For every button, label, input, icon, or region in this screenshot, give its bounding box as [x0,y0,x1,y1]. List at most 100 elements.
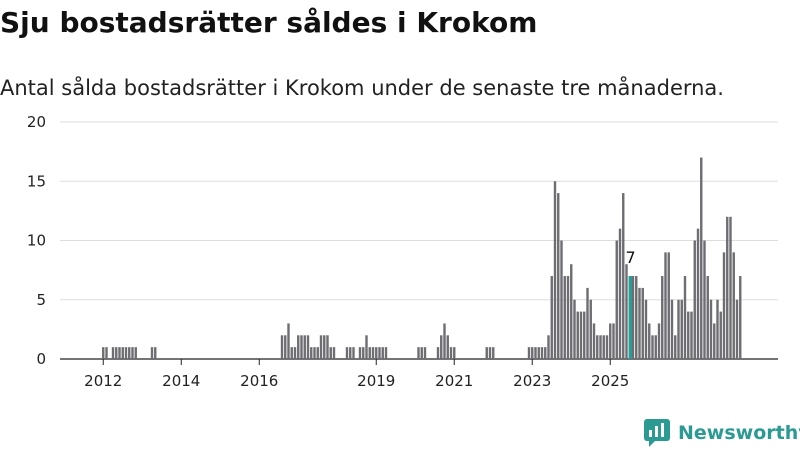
bar [332,347,336,359]
bar [651,335,654,359]
bar [700,157,703,359]
y-tick-label: 5 [36,291,46,309]
bar [557,193,560,359]
bar [693,240,696,359]
bar [641,287,644,359]
bar [310,347,313,359]
bar [592,323,596,359]
x-tick-label: 2012 [84,372,122,390]
y-tick-label: 15 [27,172,46,190]
bar [570,264,573,359]
bar [644,299,648,359]
bar [378,347,381,359]
newsworthy-logo-icon [644,419,670,447]
bar [349,347,352,359]
bar [131,347,134,359]
axes: 0 5 10 15 20 7 2012 2014 2016 2019 2021 2023 2025 [27,113,636,390]
bar [300,335,303,359]
bar [739,276,742,359]
bar [602,335,605,359]
bar [612,323,615,359]
bar [687,311,690,359]
bar [596,335,599,359]
bar [635,276,638,359]
bar [719,311,722,359]
bar [436,347,440,359]
bar [345,347,349,359]
grid-lines [60,121,778,360]
bar [537,347,540,359]
bar [622,193,625,359]
bar [492,347,495,359]
bar [329,347,332,359]
bar [417,347,420,359]
bar [674,335,677,359]
bar [683,276,687,359]
x-tick-label: 2014 [162,372,200,390]
newsworthy-logo: Newsworthy [644,419,800,447]
bar [563,276,566,359]
x-tick-label: 2025 [591,372,629,390]
bar [443,323,446,359]
bar [280,335,284,359]
bar [615,240,618,359]
bar [553,181,557,359]
bar [566,276,570,359]
y-tick-label: 0 [36,350,46,368]
bar [485,347,488,359]
chart-title: Sju bostadsrätter såldes i Krokom [0,6,538,39]
bar [105,347,108,359]
bar [726,216,729,359]
bar [729,216,732,359]
bar [576,311,579,359]
bar [297,335,300,359]
bar [154,347,157,359]
x-tick-label: 2016 [240,372,278,390]
bar [453,347,456,359]
bar [313,347,316,359]
bar [488,347,492,359]
bar [609,323,612,359]
bar [680,299,683,359]
bars [102,157,742,359]
bar [664,252,667,359]
x-tick-label: 2023 [513,372,551,390]
bar [371,347,375,359]
bar [284,335,287,359]
bar [440,335,443,359]
bar [638,287,641,359]
bar [446,335,449,359]
bar [667,252,670,359]
bar [287,323,290,359]
bar [690,311,693,359]
bar [362,347,365,359]
bar [381,347,384,359]
bar [102,347,105,359]
bar [735,299,739,359]
bar [583,311,586,359]
bar [290,347,293,359]
bar [124,347,128,359]
bar [648,323,651,359]
bar [534,347,537,359]
bar [420,347,423,359]
bar [579,311,583,359]
bar [384,347,388,359]
bar [118,347,121,359]
bar [709,299,713,359]
bar-chart: 0 5 10 15 20 7 2012 2014 2016 2019 2021 2023 2025 [27,113,778,390]
bar [661,276,664,359]
bar [319,335,323,359]
bar [121,347,124,359]
bar [654,335,657,359]
highlight-value-label: 7 [625,248,635,267]
bar [368,347,371,359]
bar [716,299,719,359]
x-tick-label: 2021 [435,372,473,390]
bar [547,335,550,359]
bar [696,228,700,359]
bar [128,347,131,359]
bar [365,335,368,359]
bar [423,347,427,359]
bar [303,335,306,359]
